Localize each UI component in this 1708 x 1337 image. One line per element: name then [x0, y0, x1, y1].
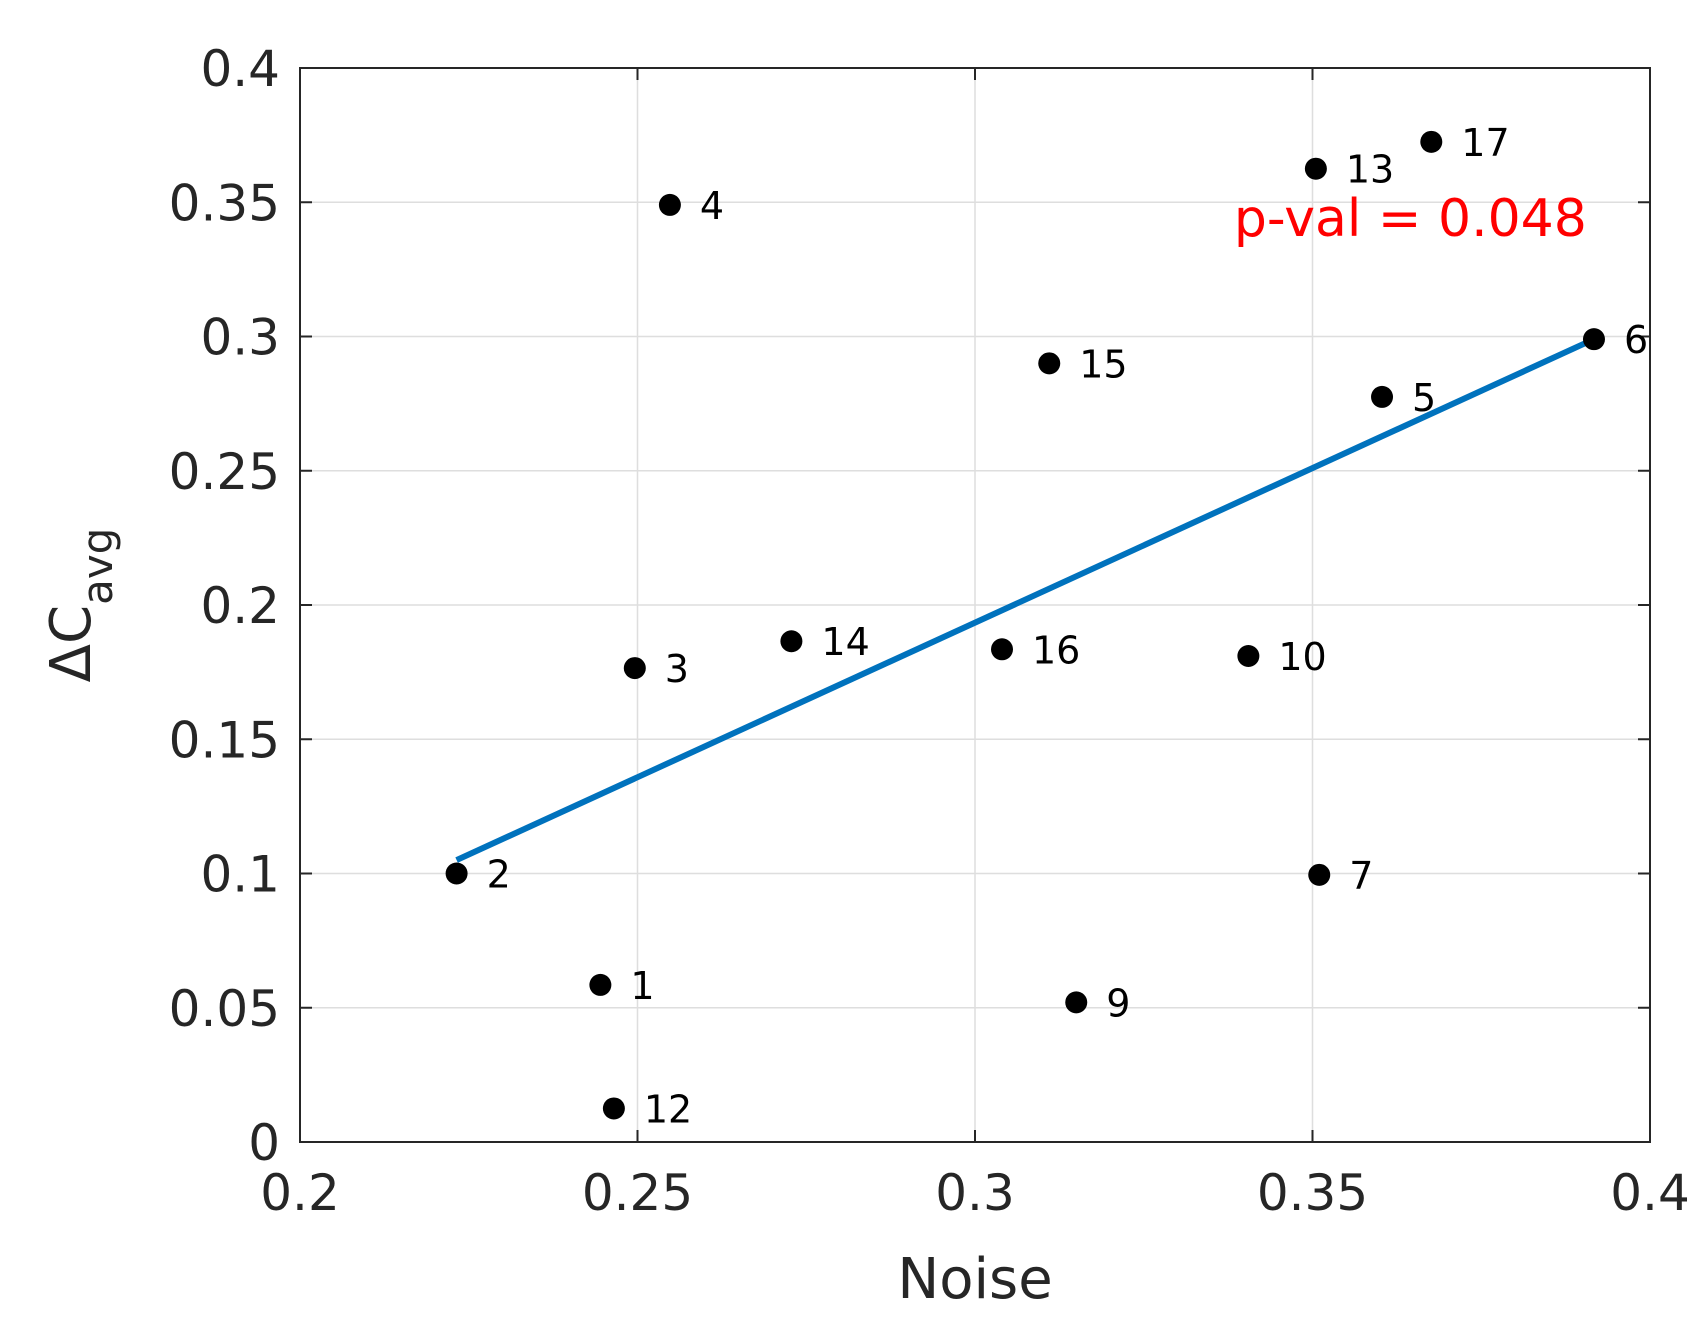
data-point — [991, 638, 1013, 661]
data-point — [623, 657, 646, 680]
x-tick-label: 0.2 — [260, 1164, 340, 1222]
data-point-label: 1 — [630, 964, 654, 1008]
x-axis-label: Noise — [897, 1247, 1052, 1312]
data-point-label: 4 — [700, 184, 724, 228]
y-tick-label: 0 — [248, 1114, 280, 1172]
x-tick-label: 0.3 — [935, 1164, 1015, 1222]
data-point-label: 13 — [1346, 148, 1394, 192]
data-point-label: 9 — [1106, 981, 1130, 1025]
y-tick-label: 0.05 — [169, 980, 280, 1038]
y-tick-label: 0.25 — [169, 443, 280, 501]
data-point — [1420, 130, 1443, 153]
data-point — [1371, 385, 1394, 408]
data-point-label: 5 — [1412, 376, 1436, 420]
y-axis-label-main: ΔC — [39, 605, 104, 682]
data-point — [589, 973, 612, 996]
data-point-label: 15 — [1079, 342, 1127, 386]
data-point — [1237, 645, 1260, 668]
y-tick-label: 0.15 — [169, 711, 280, 769]
data-point — [1038, 352, 1061, 375]
axis-ticks: 0.2 0.25 0.3 0.35 0.4 0 0.05 0.1 0.15 0.2 0.25 0.3 0… — [169, 40, 1690, 1222]
x-tick-label: 0.35 — [1257, 1164, 1368, 1222]
data-point-label: 17 — [1461, 121, 1509, 165]
fit-line-layer — [455, 336, 1596, 863]
data-point — [1308, 863, 1331, 886]
y-tick-label: 0.35 — [169, 174, 280, 232]
data-point-label: 16 — [1032, 628, 1080, 672]
y-axis-label-subscript: avg — [73, 528, 122, 605]
data-point-label: 10 — [1278, 635, 1326, 679]
data-point — [445, 862, 468, 885]
x-tick-label: 0.25 — [582, 1164, 693, 1222]
data-point-label: 6 — [1624, 318, 1648, 362]
y-tick-label: 0.4 — [200, 40, 280, 98]
data-point-label: 2 — [487, 853, 511, 897]
data-point — [780, 630, 803, 653]
data-point — [602, 1097, 625, 1120]
regression-line — [455, 336, 1596, 863]
y-tick-label: 0.2 — [200, 577, 280, 635]
data-point — [1304, 157, 1327, 180]
data-point-label: 7 — [1349, 854, 1373, 898]
data-point — [1582, 328, 1605, 351]
y-axis-label: ΔCavg — [39, 528, 122, 683]
data-point-label: 14 — [821, 620, 869, 664]
y-tick-label: 0.1 — [200, 846, 280, 904]
axis-labels: Noise ΔCavg p-val = 0.048 — [39, 189, 1587, 1312]
data-point-label: 12 — [644, 1087, 692, 1131]
x-tick-label: 0.4 — [1610, 1164, 1690, 1222]
y-tick-label: 0.3 — [200, 309, 280, 367]
data-point — [1065, 991, 1088, 1014]
data-point — [658, 193, 681, 216]
p-value-annotation: p-val = 0.048 — [1234, 189, 1587, 249]
data-point-label: 3 — [665, 647, 689, 691]
